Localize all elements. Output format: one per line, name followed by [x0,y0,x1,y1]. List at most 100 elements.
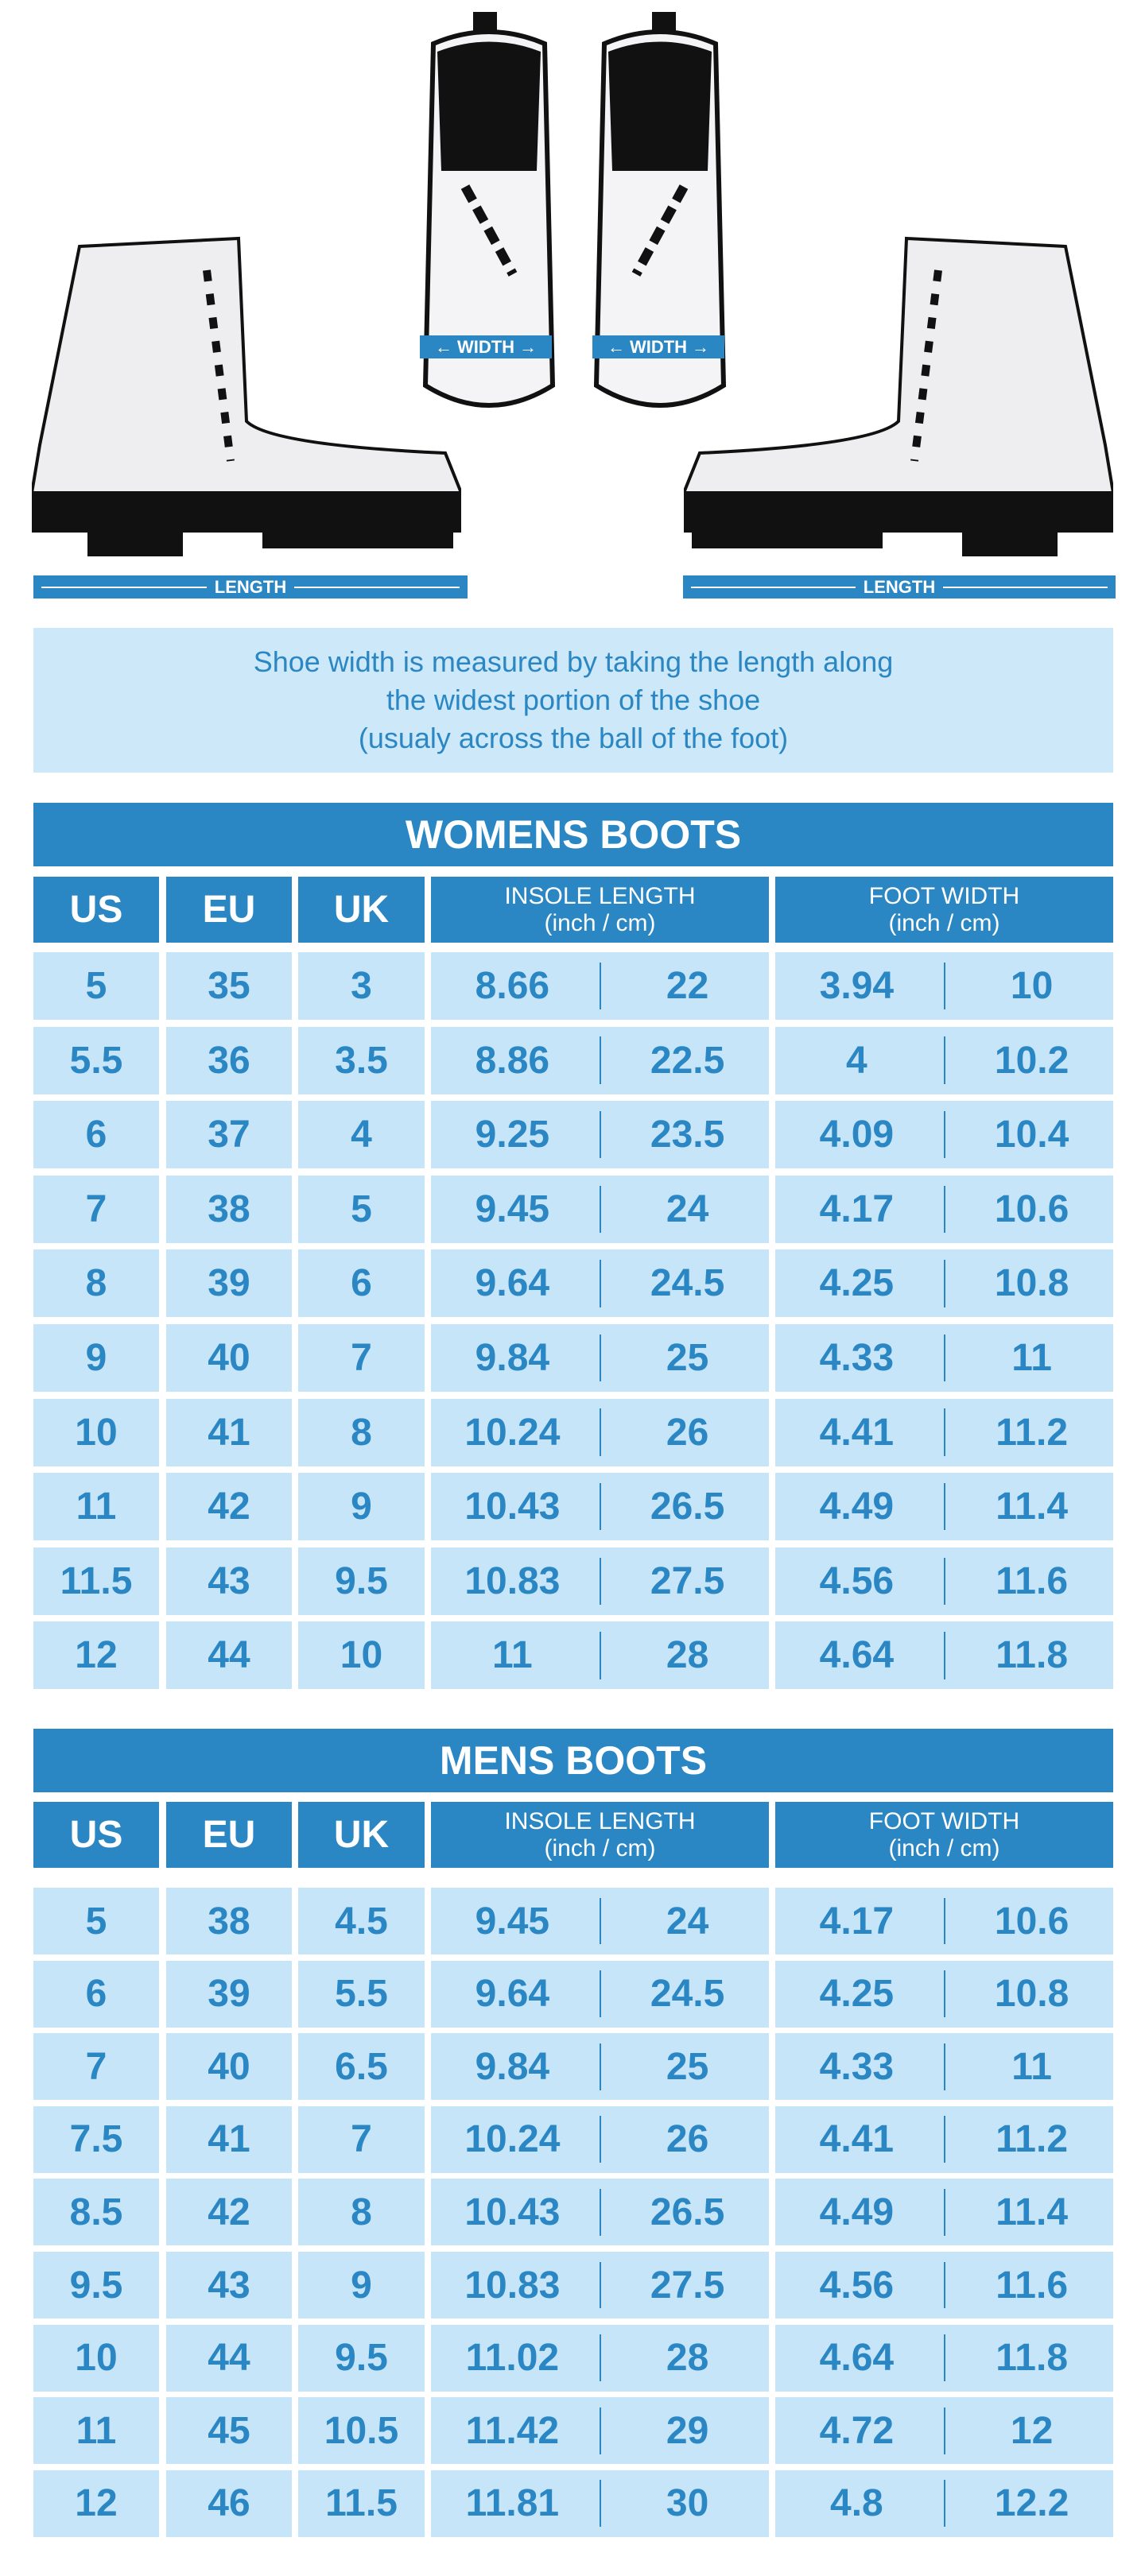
cell-eu: 39 [166,1960,292,2028]
divider [599,1334,601,1382]
header-insole: INSOLE LENGTH (inch / cm) [431,877,769,943]
cell-us: 5 [33,952,159,1020]
cell-uk: 3.5 [298,1026,425,1094]
cell-us: 8.5 [33,2179,159,2246]
header-eu: EU [166,1802,292,1868]
cell-value: 8.5 [69,2191,123,2233]
cell-value: 12 [75,2482,118,2525]
cell-insole-length: 9.64 24.5 [431,1960,769,2028]
divider [943,1110,945,1159]
cm-value: 24.5 [650,1262,725,1305]
inch-value: 10.83 [464,2264,561,2307]
cell-insole-length: 10.24 26 [431,2105,769,2173]
divider [943,962,945,1010]
cell-foot-width: 4.25 10.8 [775,1249,1113,1318]
cell-value: 39 [208,1262,250,1305]
header-label: FOOT WIDTH [868,882,1020,909]
divider [943,2188,945,2236]
cell-insole-length: 10.43 26.5 [431,1473,769,1541]
cell-us: 11 [33,1473,159,1541]
cell-us: 9 [33,1324,159,1392]
cell-uk: 4.5 [298,1888,425,1954]
cm-value: 11.8 [996,1634,1069,1677]
cell-value: 9 [351,1486,372,1528]
inch-value: 11 [492,1634,533,1677]
cm-value: 11.6 [996,2264,1069,2307]
cell-insole-length: 10.24 26 [431,1398,769,1466]
divider [599,2407,601,2454]
inch-value: 8.86 [475,1039,550,1082]
cell-value: 11.5 [325,2482,398,2525]
mens-title: MENS BOOTS [33,1729,1113,1792]
inch-value: 4.8 [830,2482,883,2525]
info-line: the widest portion of the shoe [386,684,761,716]
cell-foot-width: 4.41 11.2 [775,2105,1113,2173]
arrow-right-icon [294,586,460,588]
divider [943,2334,945,2381]
cell-foot-width: 4.33 11 [775,2033,1113,2101]
cm-value: 10.6 [994,1187,1069,1230]
divider [943,2261,945,2309]
inch-value: 4.41 [819,1411,895,1454]
divider [943,2480,945,2528]
cell-value: 4 [351,1114,372,1156]
cell-eu: 42 [166,2179,292,2246]
divider [943,1334,945,1382]
arrow-left-icon: ← [607,336,625,357]
cell-eu: 35 [166,952,292,1020]
arrow-left-icon [41,586,207,588]
divider [599,2261,601,2309]
cell-foot-width: 4.41 11.2 [775,1398,1113,1466]
inch-value: 4.72 [819,2409,895,2452]
inch-value: 11.81 [465,2482,560,2525]
cell-foot-width: 4.17 10.6 [775,1888,1113,1954]
cell-value: 10 [75,1411,118,1454]
divider [943,2407,945,2454]
cell-us: 11.5 [33,1547,159,1615]
cell-foot-width: 4.64 11.8 [775,1621,1113,1690]
cell-uk: 9.5 [298,2324,425,2392]
cell-value: 4.5 [335,1900,388,1943]
cell-uk: 9 [298,1473,425,1541]
cell-value: 8 [351,2191,372,2233]
cell-us: 7.5 [33,2105,159,2173]
cm-value: 28 [666,2337,709,2380]
cm-value: 11.4 [996,2191,1069,2233]
cell-uk: 10 [298,1621,425,1690]
header-units: (inch / cm) [544,909,656,936]
cell-value: 40 [208,1337,250,1379]
divider [599,1260,601,1307]
header-label: US [69,1814,123,1856]
cm-value: 26.5 [650,1486,725,1528]
arrow-left-icon: ← [434,336,452,357]
cell-us: 11 [33,2397,159,2465]
cell-insole-length: 9.84 25 [431,1324,769,1392]
cell-eu: 44 [166,2324,292,2392]
cell-value: 9.5 [335,1559,388,1602]
cm-value: 26 [666,1411,709,1454]
cell-insole-length: 9.45 24 [431,1888,769,1954]
cell-value: 10.5 [324,2409,399,2452]
divider [943,1408,945,1456]
cell-uk: 3 [298,952,425,1020]
header-us: US [33,877,159,943]
length-indicator-left: LENGTH [33,575,468,598]
arrow-right-icon [943,586,1108,588]
cell-eu: 37 [166,1101,292,1169]
cell-value: 6.5 [335,2045,388,2088]
cell-us: 10 [33,1398,159,1466]
inch-value: 4.49 [819,1486,895,1528]
cell-value: 10 [75,2337,118,2380]
inch-value: 8.66 [475,965,550,1007]
cell-value: 5 [351,1187,372,1230]
cell-value: 5 [85,1900,107,1943]
cell-value: 11 [76,1486,117,1528]
length-label: LENGTH [214,576,287,597]
boot-top-left-image [422,12,556,408]
header-label: FOOT WIDTH [868,1807,1020,1834]
cell-foot-width: 4.49 11.4 [775,2179,1113,2246]
inch-value: 4.41 [819,2118,895,2161]
cell-eu: 36 [166,1026,292,1094]
inch-value: 4.25 [819,1262,895,1305]
cell-uk: 6 [298,1249,425,1318]
